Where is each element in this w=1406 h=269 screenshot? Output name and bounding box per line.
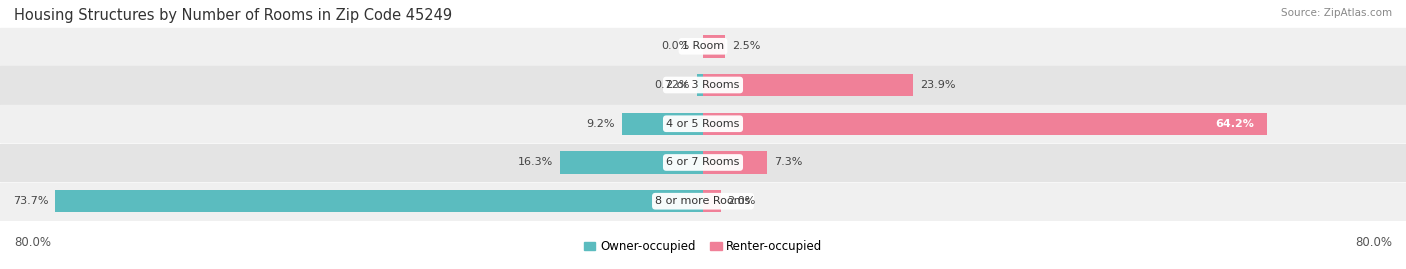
Text: 73.7%: 73.7% <box>13 196 48 206</box>
Bar <box>621 112 703 135</box>
Bar <box>0 28 1406 65</box>
Bar <box>703 151 768 174</box>
Bar <box>0 182 1406 221</box>
Bar <box>0 104 1406 143</box>
Text: 0.0%: 0.0% <box>662 41 690 51</box>
Text: Source: ZipAtlas.com: Source: ZipAtlas.com <box>1281 8 1392 18</box>
Text: 1 Room: 1 Room <box>682 41 724 51</box>
Text: 16.3%: 16.3% <box>517 157 553 168</box>
Bar <box>703 35 725 58</box>
Text: 80.0%: 80.0% <box>14 236 51 249</box>
Text: 80.0%: 80.0% <box>1355 236 1392 249</box>
Text: 64.2%: 64.2% <box>1215 119 1254 129</box>
Bar <box>0 183 1406 220</box>
Bar <box>0 105 1406 142</box>
Text: 7.3%: 7.3% <box>775 157 803 168</box>
Bar <box>0 66 1406 104</box>
Text: 2 or 3 Rooms: 2 or 3 Rooms <box>666 80 740 90</box>
Bar <box>703 190 721 213</box>
Text: 2.5%: 2.5% <box>733 41 761 51</box>
Text: 9.2%: 9.2% <box>586 119 616 129</box>
Legend: Owner-occupied, Renter-occupied: Owner-occupied, Renter-occupied <box>579 235 827 258</box>
Text: 23.9%: 23.9% <box>920 80 956 90</box>
Text: 0.72%: 0.72% <box>654 80 690 90</box>
Bar <box>55 190 703 213</box>
Bar <box>697 74 703 96</box>
Bar <box>0 143 1406 182</box>
Bar <box>560 151 703 174</box>
Text: 4 or 5 Rooms: 4 or 5 Rooms <box>666 119 740 129</box>
Bar <box>703 74 912 96</box>
Text: 6 or 7 Rooms: 6 or 7 Rooms <box>666 157 740 168</box>
Bar <box>0 66 1406 104</box>
Bar <box>0 27 1406 66</box>
Bar <box>0 144 1406 181</box>
Text: Housing Structures by Number of Rooms in Zip Code 45249: Housing Structures by Number of Rooms in… <box>14 8 453 23</box>
Text: 8 or more Rooms: 8 or more Rooms <box>655 196 751 206</box>
Text: 2.0%: 2.0% <box>728 196 756 206</box>
Bar <box>703 112 1267 135</box>
